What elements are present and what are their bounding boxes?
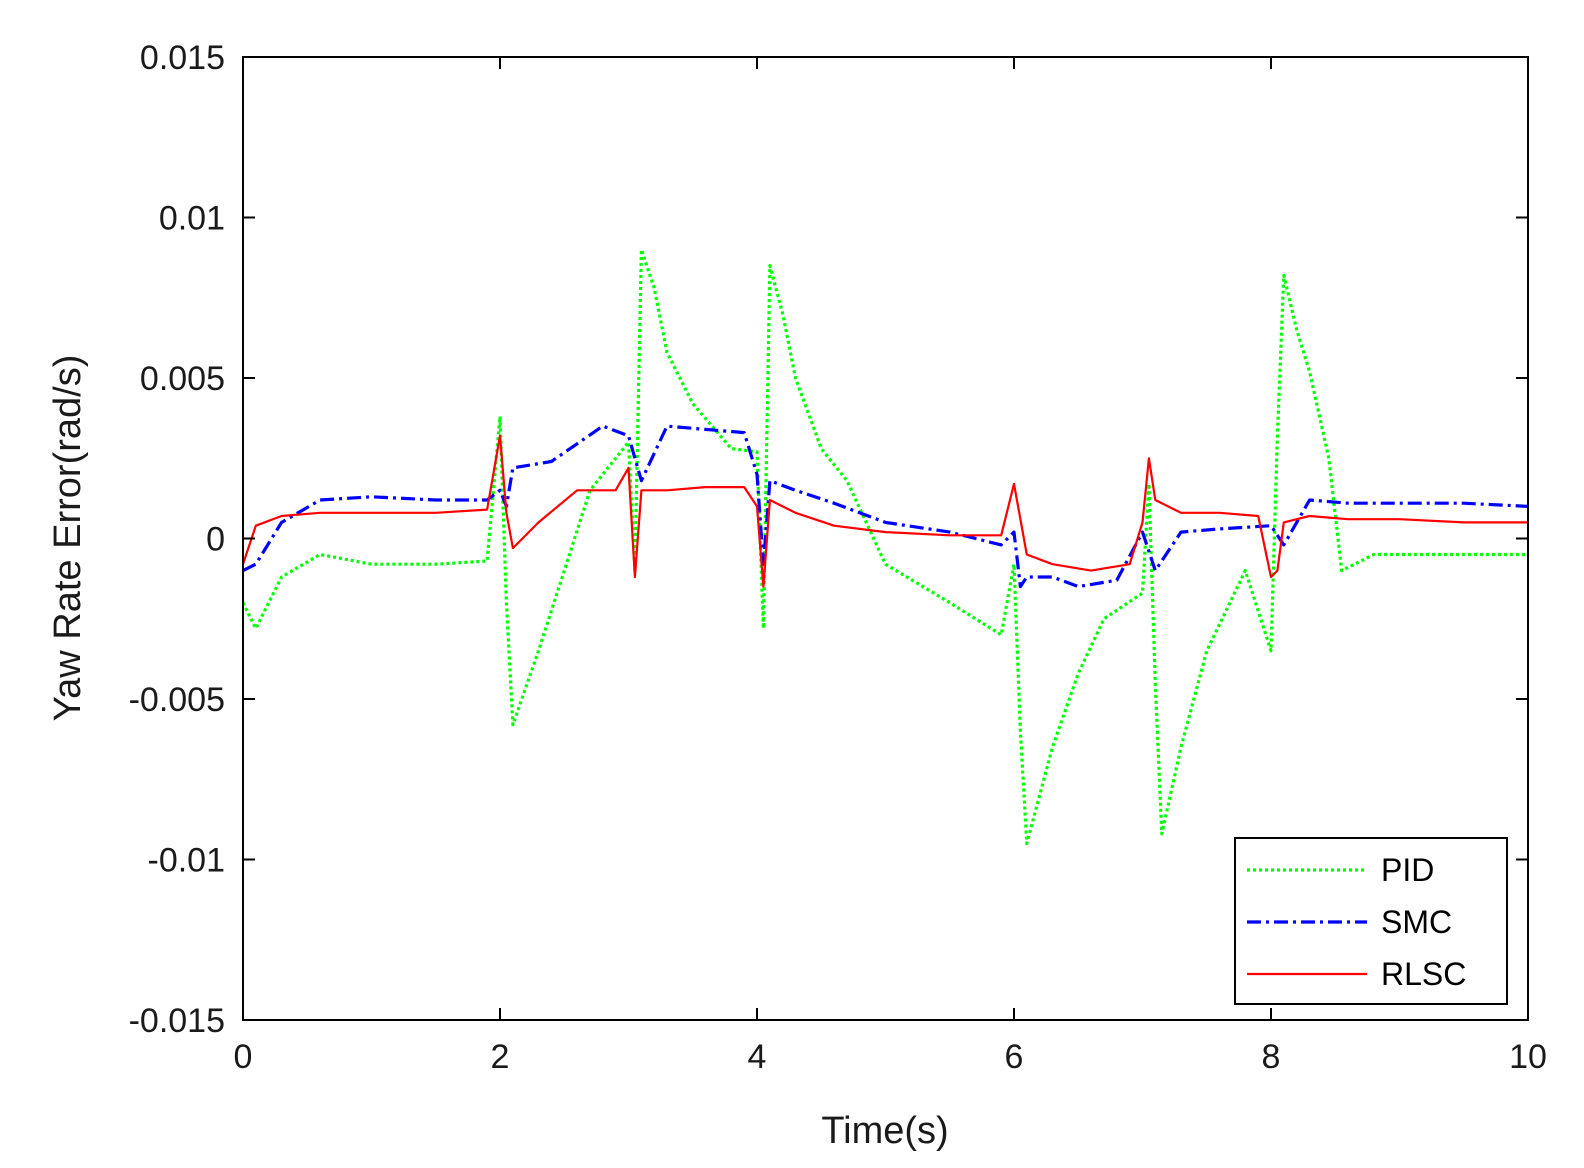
y-tick-label: 0 [206, 521, 225, 559]
legend: PID SMC RLSC [1234, 837, 1508, 1005]
series-line-smc [242, 424, 1529, 589]
y-tick-label: 0.005 [140, 360, 225, 398]
legend-label-pid: PID [1381, 852, 1434, 888]
x-tick-label: 10 [1509, 1038, 1547, 1076]
x-tick-label: 0 [234, 1038, 253, 1076]
legend-label-rlsc: RLSC [1381, 956, 1466, 992]
y-tick-label: 0.01 [159, 200, 225, 238]
x-tick-label: 2 [491, 1038, 510, 1076]
y-axis-label: Yaw Rate Error(rad/s) [47, 355, 89, 722]
y-tick-label: -0.015 [129, 1002, 225, 1040]
series-line-rlsc [241, 434, 1528, 588]
ticks-layer: 0 2 4 6 8 10 -0.015 -0.01 -0.005 0 0.005 0.01 0.015 [129, 39, 1547, 1076]
y-tick-label: 0.015 [140, 39, 225, 77]
legend-label-smc: SMC [1381, 904, 1452, 940]
x-tick-label: 8 [1262, 1038, 1281, 1076]
y-tick-label: -0.01 [148, 842, 226, 880]
series-layer [241, 248, 1529, 846]
series-line-pid [241, 248, 1528, 846]
x-tick-label: 4 [748, 1038, 767, 1076]
x-axis-label: Time(s) [821, 1110, 948, 1152]
x-tick-label: 6 [1005, 1038, 1024, 1076]
y-tick-label: -0.005 [129, 681, 225, 719]
